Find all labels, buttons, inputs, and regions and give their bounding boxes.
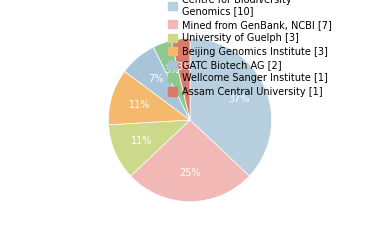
- Wedge shape: [171, 38, 190, 120]
- Text: 11%: 11%: [128, 100, 150, 110]
- Wedge shape: [108, 71, 190, 125]
- Legend: Centre for Biodiversity
Genomics [10], Mined from GenBank, NCBI [7], University : Centre for Biodiversity Genomics [10], M…: [166, 0, 333, 99]
- Wedge shape: [125, 47, 190, 120]
- Text: 3%: 3%: [164, 65, 179, 75]
- Text: 3%: 3%: [176, 62, 192, 72]
- Wedge shape: [190, 38, 272, 176]
- Wedge shape: [154, 41, 190, 120]
- Text: 11%: 11%: [131, 136, 152, 146]
- Wedge shape: [131, 120, 249, 202]
- Text: 25%: 25%: [179, 168, 201, 178]
- Wedge shape: [109, 120, 190, 176]
- Text: 7%: 7%: [148, 74, 164, 84]
- Text: 37%: 37%: [228, 94, 249, 104]
